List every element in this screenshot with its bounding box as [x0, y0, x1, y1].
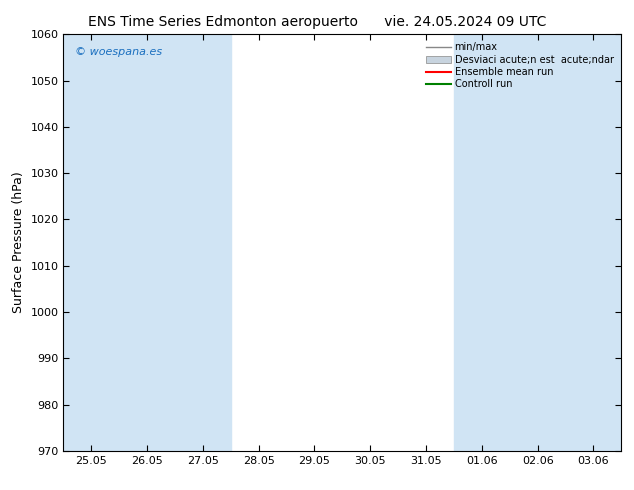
Y-axis label: Surface Pressure (hPa): Surface Pressure (hPa) — [12, 172, 25, 314]
Text: © woespana.es: © woespana.es — [75, 47, 162, 57]
Legend: min/max, Desviaci acute;n est  acute;ndar, Ensemble mean run, Controll run: min/max, Desviaci acute;n est acute;ndar… — [424, 39, 616, 92]
Bar — [63, 34, 231, 451]
Text: ENS Time Series Edmonton aeropuerto      vie. 24.05.2024 09 UTC: ENS Time Series Edmonton aeropuerto vie.… — [88, 15, 546, 29]
Bar — [454, 34, 621, 451]
